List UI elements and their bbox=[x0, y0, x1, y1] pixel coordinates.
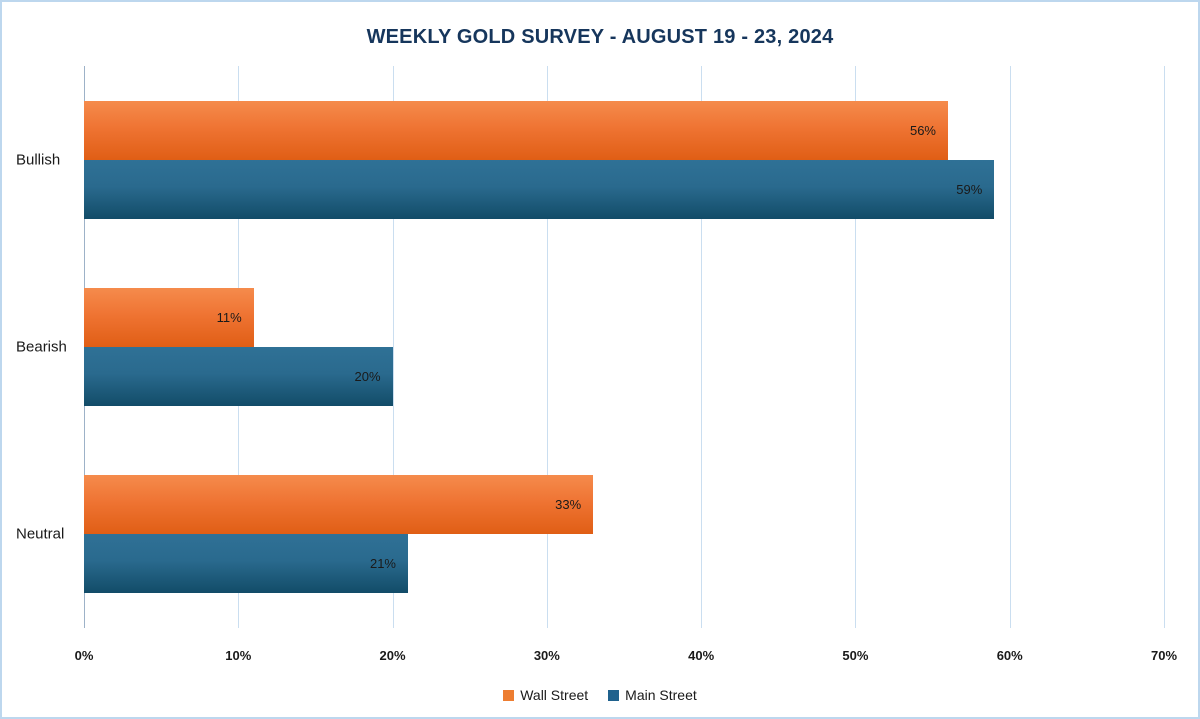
plot-area: Bullish 56% 59% Bearish 11% 20% Neutral 33% 21% bbox=[16, 66, 1165, 628]
legend-item-main-street: Main Street bbox=[608, 687, 697, 703]
x-axis: 0% 10% 20% 30% 40% 50% 60% 70% bbox=[75, 648, 1177, 668]
category-label: Bearish bbox=[16, 338, 67, 356]
bar-value-label: 56% bbox=[909, 122, 936, 138]
x-tick-label: 30% bbox=[533, 648, 560, 663]
bar-main-street: 59% bbox=[84, 159, 995, 219]
bar-main-street: 21% bbox=[84, 534, 408, 594]
bar-wall-street: 11% bbox=[84, 287, 254, 347]
bar-value-label: 20% bbox=[354, 368, 381, 384]
x-tick-label: 50% bbox=[842, 648, 869, 663]
gridline bbox=[546, 66, 548, 628]
bar-value-label: 33% bbox=[555, 497, 582, 513]
bar-group: Bullish 56% 59% bbox=[16, 66, 1164, 253]
bar-group: Neutral 33% 21% bbox=[16, 441, 1164, 628]
x-tick-label: 40% bbox=[688, 648, 715, 663]
wall-street-swatch-icon bbox=[503, 689, 515, 701]
category-label: Bullish bbox=[16, 151, 61, 169]
legend-label-main-street: Main Street bbox=[625, 687, 697, 703]
bar-wall-street: 33% bbox=[84, 475, 594, 535]
x-tick-label: 70% bbox=[1150, 648, 1178, 663]
legend-item-wall-street: Wall Street bbox=[503, 687, 588, 703]
category-label: Neutral bbox=[16, 525, 65, 543]
bar-wall-street: 56% bbox=[84, 100, 948, 160]
bar-value-label: 59% bbox=[956, 181, 983, 197]
legend-label-wall-street: Wall Street bbox=[520, 687, 589, 703]
gridline bbox=[855, 66, 857, 628]
legend: Wall Street Main Street bbox=[2, 687, 1198, 703]
chart-title: WEEKLY GOLD SURVEY - AUGUST 19 - 23, 202… bbox=[366, 26, 834, 48]
main-street-swatch-icon bbox=[608, 689, 620, 701]
bar-group: Bearish 11% 20% bbox=[16, 253, 1164, 440]
x-tick-label: 0% bbox=[74, 648, 94, 663]
gridline bbox=[1009, 66, 1011, 628]
gridline bbox=[701, 66, 703, 628]
x-tick-label: 60% bbox=[996, 648, 1023, 663]
bar-main-street: 20% bbox=[84, 346, 393, 406]
x-tick-label: 20% bbox=[379, 648, 406, 663]
bar-value-label: 21% bbox=[369, 556, 396, 572]
bar-value-label: 11% bbox=[216, 309, 242, 325]
gridline bbox=[1164, 66, 1165, 628]
x-tick-label: 10% bbox=[225, 648, 252, 663]
gridline bbox=[392, 66, 394, 628]
